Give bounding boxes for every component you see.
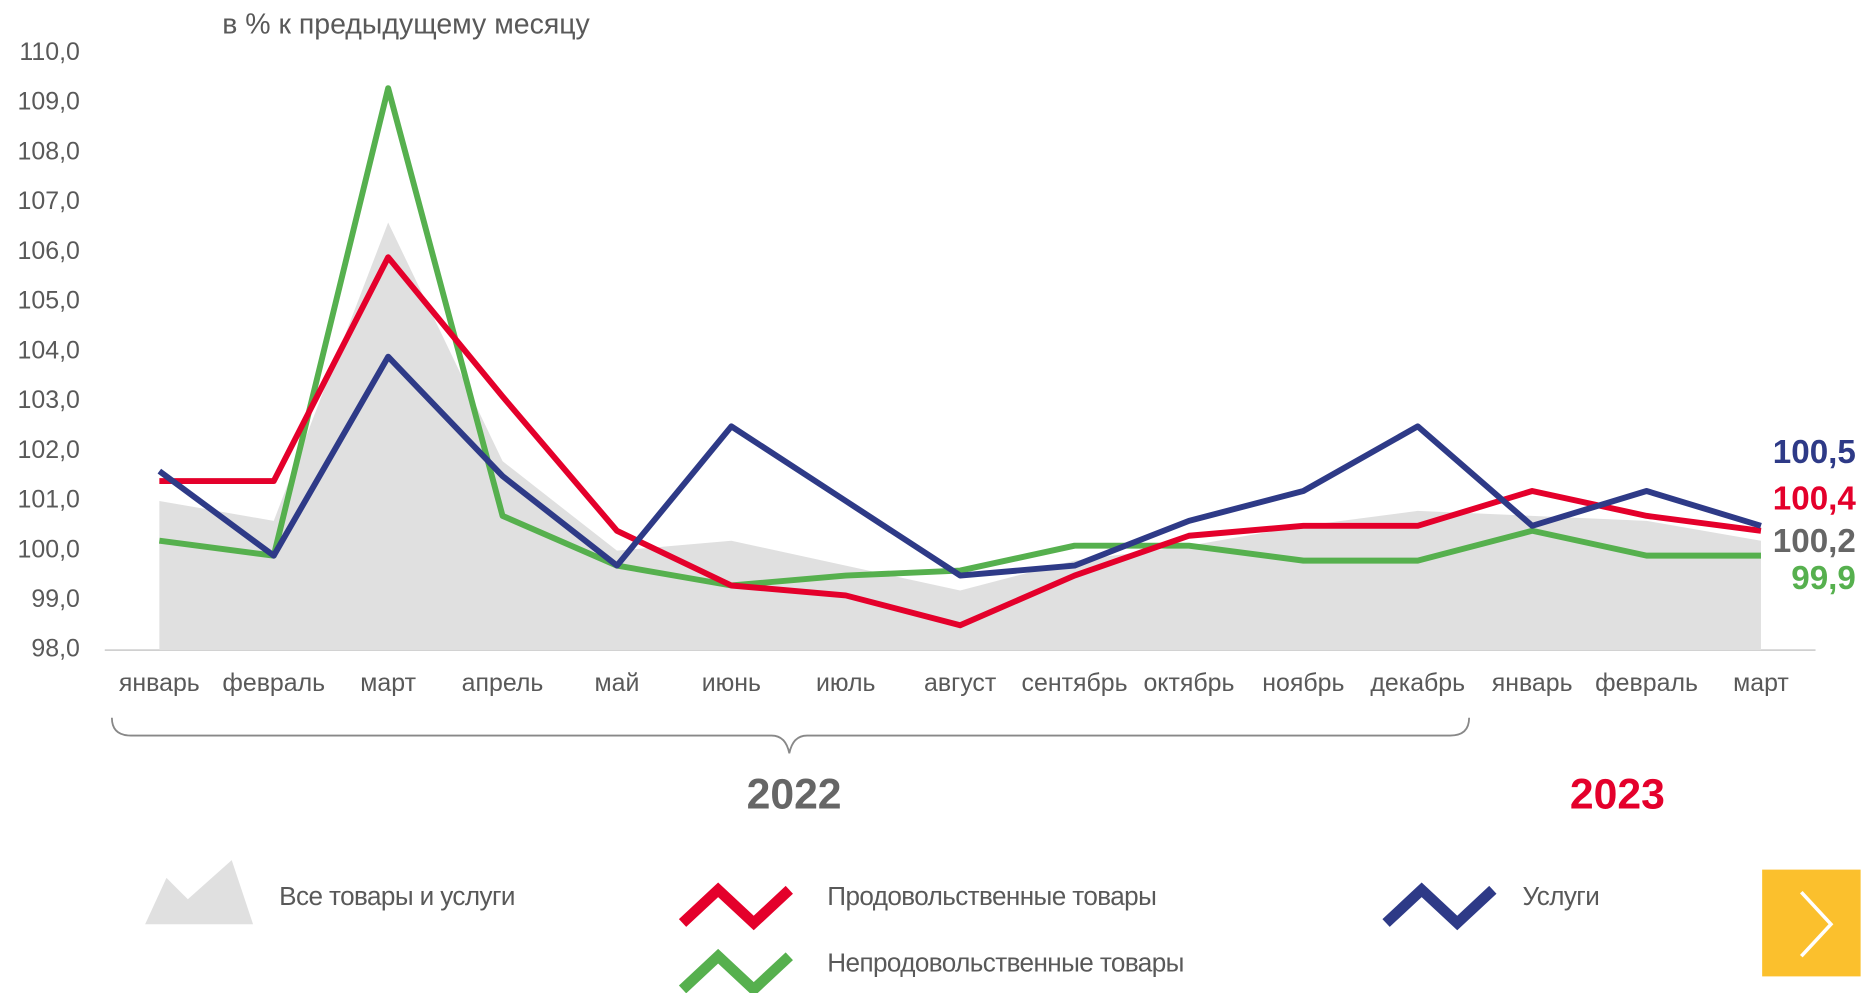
next-button[interactable] bbox=[1762, 869, 1861, 977]
legend-label: Услуги bbox=[1523, 881, 1600, 911]
line bbox=[158, 85, 1761, 589]
y-tick-label: 108,0 bbox=[18, 137, 80, 165]
legend-item: Непродовольственные товары bbox=[678, 947, 1184, 993]
x-tick-label: июнь bbox=[702, 669, 761, 697]
y-tick-label: 99,0 bbox=[31, 585, 79, 613]
x-tick-label: май bbox=[595, 669, 640, 697]
y-tick-label: 105,0 bbox=[18, 287, 80, 315]
x-tick-label: апрель bbox=[462, 669, 544, 697]
legend-item: Продовольственные товары bbox=[678, 881, 1157, 931]
year-label: 2023 bbox=[1570, 771, 1665, 819]
y-tick-label: 104,0 bbox=[18, 336, 80, 364]
year-label: 2022 bbox=[747, 771, 842, 819]
line bbox=[157, 353, 1762, 579]
legend-swatch bbox=[145, 860, 254, 925]
legend-swatch bbox=[678, 948, 793, 993]
end-label: 100,2 bbox=[1773, 523, 1856, 560]
end-label: 100,5 bbox=[1773, 434, 1856, 471]
y-tick-label: 109,0 bbox=[18, 88, 80, 116]
legend-item: Услуги bbox=[1382, 881, 1600, 931]
x-tick-label: март bbox=[1733, 669, 1789, 697]
legend-item: Все товары и услуги bbox=[145, 860, 515, 925]
x-tick-label: август bbox=[924, 669, 996, 697]
end-label: 100,4 bbox=[1773, 480, 1857, 517]
y-tick-label: 107,0 bbox=[18, 187, 80, 215]
x-tick-label: январь bbox=[1492, 669, 1573, 697]
legend-label: Непродовольственные товары bbox=[827, 947, 1184, 977]
y-tick-label: 110,0 bbox=[19, 38, 79, 66]
x-tick-label: октябрь bbox=[1143, 669, 1234, 697]
x-tick-label: ноябрь bbox=[1262, 669, 1344, 697]
y-tick-label: 98,0 bbox=[31, 635, 79, 663]
line bbox=[159, 254, 1762, 629]
legend-swatch bbox=[678, 882, 793, 931]
y-tick-label: 100,0 bbox=[18, 535, 80, 563]
x-tick-label: февраль bbox=[222, 669, 325, 697]
x-tick-label: январь bbox=[119, 669, 200, 697]
x-tick-label: июль bbox=[816, 669, 876, 697]
y-tick-label: 106,0 bbox=[18, 237, 80, 265]
end-label: 99,9 bbox=[1791, 560, 1856, 597]
next-button-bg[interactable] bbox=[1762, 869, 1861, 977]
y-tick-label: 102,0 bbox=[18, 436, 80, 464]
y-tick-label: 103,0 bbox=[18, 386, 80, 414]
legend-swatch bbox=[1382, 882, 1497, 931]
next-arrow[interactable] bbox=[1799, 890, 1834, 958]
x-tick-label: март bbox=[360, 669, 416, 697]
x-tick-label: февраль bbox=[1595, 669, 1698, 697]
area bbox=[159, 222, 1761, 651]
x-tick-label: сентябрь bbox=[1022, 669, 1128, 697]
legend-label: Все товары и услуги bbox=[279, 881, 515, 911]
subtitle: в % к предыдущему месяцу bbox=[222, 9, 590, 41]
y-tick-label: 101,0 bbox=[18, 486, 80, 514]
x-tick-label: декабрь bbox=[1370, 669, 1465, 697]
year-brace bbox=[111, 717, 1471, 754]
legend-label: Продовольственные товары bbox=[827, 881, 1156, 911]
